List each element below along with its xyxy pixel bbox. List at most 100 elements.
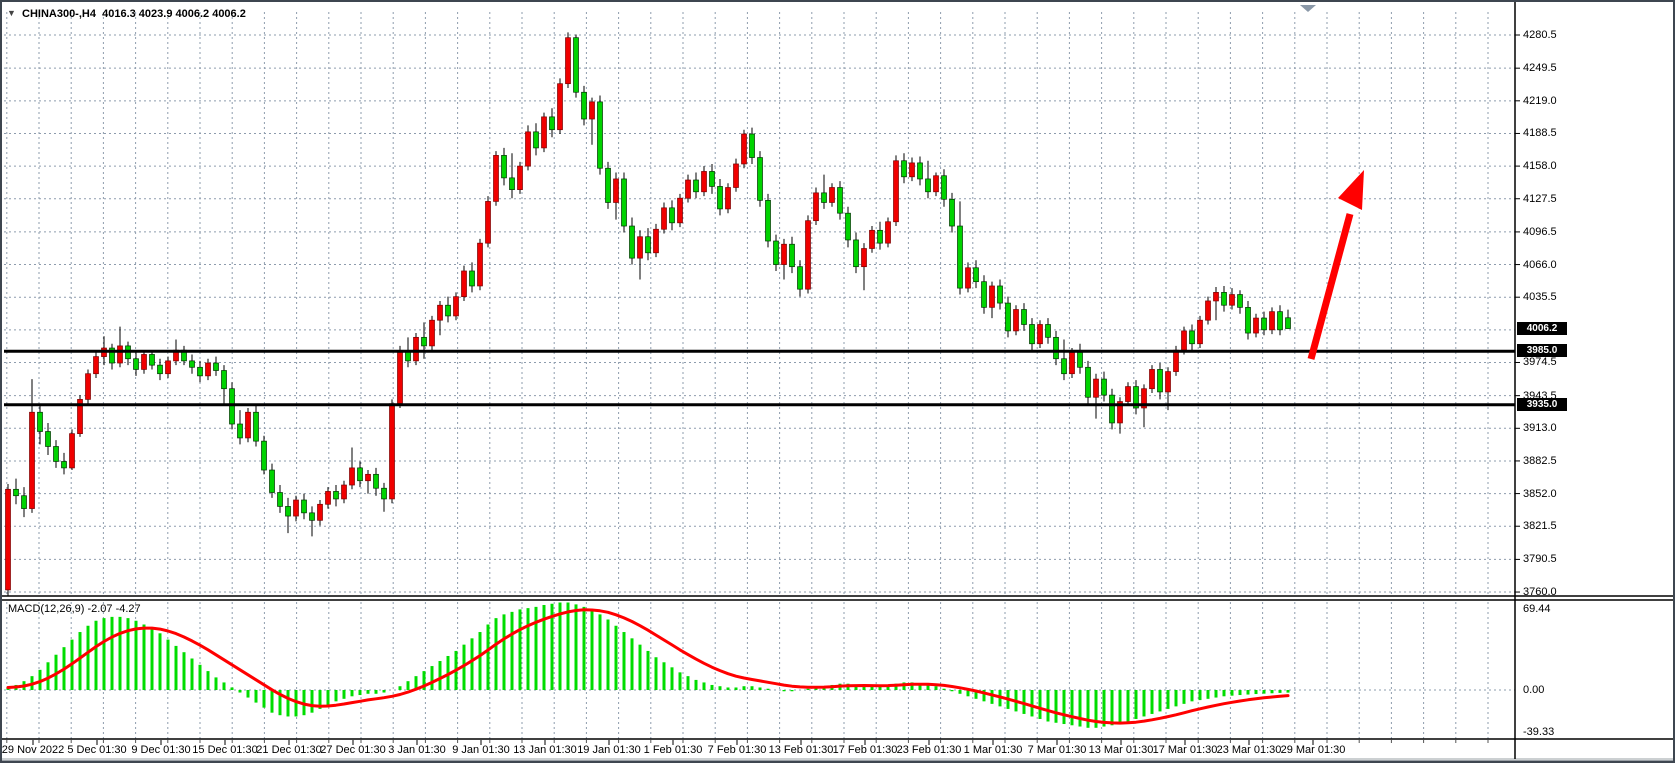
date-axis-label[interactable]: 3 Jan 01:30 [388, 744, 446, 756]
bear-candle [877, 229, 883, 244]
bear-candle [501, 155, 507, 179]
bear-candle [1245, 307, 1251, 334]
bottom-scroll-strip[interactable] [2, 760, 1673, 761]
bear-candle [1189, 330, 1195, 345]
bear-candle [1237, 294, 1243, 308]
date-axis-label[interactable]: 17 Mar 01:30 [1152, 744, 1218, 756]
date-axis-label[interactable]: 19 Jan 01:30 [577, 744, 641, 756]
bear-candle [133, 358, 139, 370]
bull-candle [661, 207, 667, 230]
price-axis-label: 4280.5 [1523, 29, 1557, 41]
level-price-badge: 3935.0 [1517, 397, 1567, 411]
bull-candle [965, 267, 971, 289]
bear-candle [789, 243, 795, 268]
bear-candle [597, 101, 603, 169]
macd-indicator-label: MACD(12,26,9) -2.07 -4.27 [8, 603, 141, 615]
bear-candle [421, 336, 427, 347]
bear-candle [837, 187, 843, 214]
bull-candle [653, 228, 659, 254]
bear-candle [229, 388, 235, 425]
date-axis-label[interactable]: 15 Dec 01:30 [192, 744, 258, 756]
macd-axis-label: 0.00 [1523, 684, 1545, 696]
bull-candle [813, 192, 819, 222]
bear-candle [1221, 292, 1227, 306]
date-axis-label[interactable]: 13 Jan 01:30 [513, 744, 577, 756]
price-axis-label: 4035.5 [1523, 291, 1557, 304]
bull-candle [733, 163, 739, 188]
ohlc-values: 4016.3 4023.9 4006.2 4006.2 [102, 8, 246, 20]
price-axis-label: 4096.5 [1523, 225, 1557, 238]
bull-candle [933, 175, 939, 193]
price-axis-label: 3913.0 [1523, 422, 1557, 435]
trend-arrow-shaft[interactable] [1307, 213, 1354, 360]
bear-candle [1029, 324, 1035, 345]
date-axis-label[interactable]: 17 Feb 01:30 [832, 744, 898, 756]
price-axis-label: 4249.5 [1523, 62, 1557, 75]
bull-candle [5, 488, 11, 591]
date-axis-label[interactable]: 13 Mar 01:30 [1088, 744, 1154, 756]
date-axis-label[interactable]: 29 Nov 2022 [1, 744, 65, 756]
date-axis-label[interactable]: 9 Jan 01:30 [452, 744, 510, 756]
bear-candle [237, 423, 243, 439]
macd-axis-label: 69.44 [1523, 603, 1551, 615]
bear-candle [285, 506, 291, 517]
bear-candle [773, 240, 779, 265]
price-axis-label: 4127.5 [1523, 192, 1557, 205]
bear-candle [669, 207, 675, 224]
date-axis-label[interactable]: 7 Mar 01:30 [1027, 744, 1087, 756]
bull-candle [1165, 371, 1171, 393]
date-axis-label[interactable]: 29 Mar 01:30 [1280, 744, 1346, 756]
bull-candle [1213, 292, 1219, 302]
date-axis-label[interactable]: 13 Feb 01:30 [768, 744, 834, 756]
trend-arrow-head[interactable] [1338, 170, 1364, 210]
bull-candle [1117, 401, 1123, 424]
bear-candle [821, 192, 827, 203]
bear-candle [1045, 324, 1051, 338]
bull-candle [485, 201, 491, 244]
bull-candle [341, 484, 347, 500]
bull-candle [1181, 330, 1187, 351]
bear-candle [949, 198, 955, 227]
bull-candle [165, 360, 171, 375]
bull-candle [909, 162, 915, 178]
bull-candle [1205, 300, 1211, 321]
date-axis-label[interactable]: 9 Dec 01:30 [131, 744, 191, 756]
date-axis-label[interactable]: 1 Mar 01:30 [963, 744, 1023, 756]
date-axis-label[interactable]: 7 Feb 01:30 [707, 744, 767, 756]
macd-axis-label: -39.33 [1523, 726, 1555, 738]
date-axis-label[interactable]: 23 Mar 01:30 [1216, 744, 1282, 756]
bear-candle [1021, 309, 1027, 325]
date-axis-label[interactable]: 5 Dec 01:30 [67, 744, 127, 756]
bear-candle [1101, 378, 1107, 396]
bear-candle [717, 186, 723, 210]
chart-title: CHINA300-,H4 4016.3 4023.9 4006.2 4006.2 [22, 8, 246, 20]
bear-candle [797, 266, 803, 290]
price-axis-label: 4219.0 [1523, 94, 1557, 107]
bear-candle [765, 199, 771, 242]
macd-signal-line [6, 608, 1290, 725]
bull-candle [1037, 324, 1043, 345]
bull-candle [349, 467, 355, 486]
symbol-dropdown-arrow-icon[interactable]: ▼ [7, 8, 16, 18]
bear-candle [157, 364, 163, 375]
bull-candle [1069, 351, 1075, 375]
bear-candle [277, 492, 283, 507]
date-axis-label[interactable]: 23 Feb 01:30 [896, 744, 962, 756]
bear-candle [37, 411, 43, 432]
date-axis-label[interactable]: 27 Dec 01:30 [320, 744, 386, 756]
chart-shift-marker-icon[interactable] [1300, 5, 1316, 12]
price-axis-label: 3821.5 [1523, 520, 1557, 533]
bear-candle [221, 370, 227, 390]
current-price-badge: 4006.2 [1517, 321, 1567, 335]
bear-candle [149, 354, 155, 366]
bear-candle [757, 157, 763, 201]
bull-candle [389, 403, 395, 500]
bear-candle [621, 178, 627, 227]
date-axis-label[interactable]: 1 Feb 01:30 [643, 744, 703, 756]
bull-candle [589, 101, 595, 120]
bear-candle [549, 116, 555, 131]
bear-candle [693, 179, 699, 193]
date-axis-label[interactable]: 21 Dec 01:30 [256, 744, 322, 756]
price-axis-label: 3790.5 [1523, 553, 1557, 566]
